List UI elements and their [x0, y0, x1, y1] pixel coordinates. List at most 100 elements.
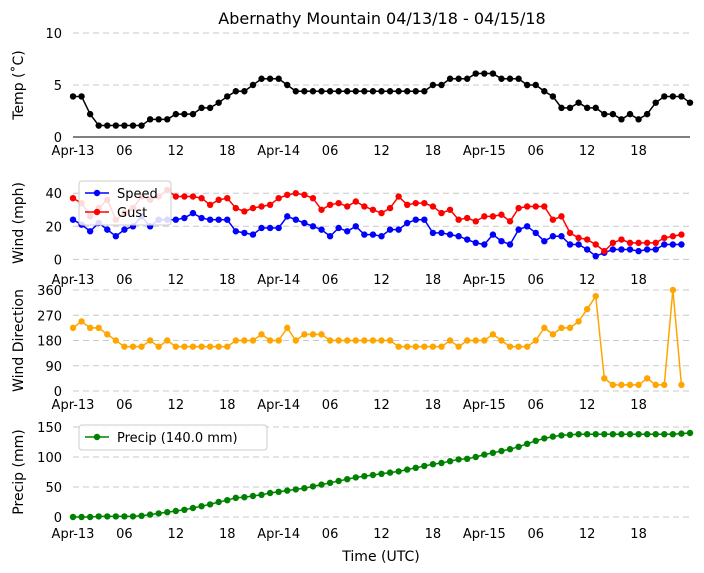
- gust-point: [198, 194, 205, 202]
- precip-point: [583, 431, 591, 438]
- speed-point: [626, 246, 634, 253]
- speed-point: [455, 233, 462, 240]
- speed-point: [224, 216, 231, 223]
- direction-point: [104, 331, 111, 338]
- direction-point: [78, 318, 85, 325]
- gust-point: [455, 216, 462, 223]
- x-tick-label: 06: [527, 273, 544, 288]
- direction-point: [326, 337, 334, 344]
- direction-point: [463, 337, 471, 344]
- precip-point: [369, 471, 377, 479]
- precip-point: [421, 462, 428, 470]
- direction-point: [369, 337, 377, 344]
- speed-point: [575, 241, 582, 248]
- direction-point: [481, 337, 488, 344]
- speed-point: [121, 226, 128, 233]
- precip-point: [189, 504, 197, 512]
- gust-point: [429, 203, 437, 210]
- precip-point: [112, 513, 120, 520]
- gust-point: [515, 204, 522, 212]
- speed-point: [301, 219, 308, 227]
- y-tick-label: 360: [37, 284, 62, 299]
- direction-point: [95, 324, 102, 332]
- direction-point: [489, 331, 497, 338]
- temp-point: [206, 104, 214, 112]
- gust-point: [215, 196, 222, 204]
- direction-point: [121, 343, 128, 350]
- x-tick-label: Apr-13: [52, 398, 95, 413]
- y-tick-label: 0: [54, 131, 62, 146]
- x-tick-label: Apr-13: [52, 144, 95, 159]
- gust-point: [592, 241, 599, 248]
- direction-point: [215, 343, 222, 350]
- y-tick-label: 5: [54, 79, 62, 94]
- direction-point: [592, 292, 599, 300]
- precip-point: [669, 431, 677, 438]
- speed-point: [361, 231, 368, 238]
- gust-point: [369, 206, 377, 213]
- temp-point: [523, 81, 531, 89]
- direction-point: [181, 343, 188, 350]
- y-tick-label: 50: [45, 481, 62, 496]
- temp-point: [112, 122, 120, 129]
- precip-point: [481, 451, 488, 458]
- gust-point: [481, 213, 488, 220]
- direction-point: [292, 337, 300, 344]
- precip-point: [335, 477, 342, 485]
- x-tick-label: Apr-15: [463, 398, 506, 413]
- gust-point: [344, 203, 351, 210]
- gust-point: [335, 199, 342, 207]
- temp-point: [292, 88, 300, 95]
- x-tick-label: 12: [168, 273, 185, 288]
- gust-point: [361, 203, 368, 210]
- speed-point: [635, 247, 642, 255]
- gust-point: [575, 234, 582, 242]
- speed-point: [592, 252, 599, 260]
- gust-point: [549, 216, 557, 223]
- speed-point: [292, 216, 300, 223]
- speed-point: [506, 241, 514, 248]
- temp-point: [309, 88, 317, 95]
- direction-point: [669, 286, 677, 294]
- speed-point: [326, 233, 334, 240]
- precip-point: [446, 458, 454, 465]
- precip-point: [541, 435, 548, 442]
- x-tick-label: 12: [168, 144, 185, 159]
- precip-point: [609, 431, 617, 438]
- speed-point: [172, 216, 180, 223]
- speed-point: [481, 241, 488, 248]
- gust-point: [626, 239, 634, 247]
- direction-point: [438, 343, 445, 350]
- x-tick-label: Apr-14: [257, 273, 300, 288]
- speed-point: [249, 231, 257, 238]
- direction-point: [86, 324, 94, 332]
- y-tick-label: 150: [37, 421, 62, 436]
- x-tick-label: 18: [219, 273, 236, 288]
- speed-point: [583, 246, 591, 253]
- x-tick-label: 18: [219, 144, 236, 159]
- y-tick-label: 40: [45, 187, 62, 202]
- direction-point: [601, 375, 608, 382]
- gust-point: [489, 213, 497, 220]
- speed-point: [643, 246, 651, 253]
- temp-point: [583, 104, 591, 112]
- y-tick-label: 90: [45, 360, 62, 375]
- gust-point: [609, 239, 617, 247]
- precip-point: [532, 437, 539, 444]
- x-tick-label: Apr-15: [463, 273, 506, 288]
- x-tick-label: 06: [527, 527, 544, 542]
- direction-point: [241, 337, 248, 344]
- x-tick-label: 18: [219, 527, 236, 542]
- gust-point: [472, 218, 479, 225]
- gust-point: [618, 236, 625, 243]
- precip-point: [95, 513, 102, 520]
- x-tick-label: 12: [373, 144, 390, 159]
- temp-point: [344, 88, 351, 95]
- gust-point: [284, 191, 291, 199]
- direction-point: [549, 331, 557, 338]
- speed-point: [498, 237, 505, 245]
- temp-point: [404, 88, 411, 95]
- precip-point: [378, 470, 385, 477]
- speed-point: [386, 226, 394, 233]
- direction-point: [249, 337, 257, 344]
